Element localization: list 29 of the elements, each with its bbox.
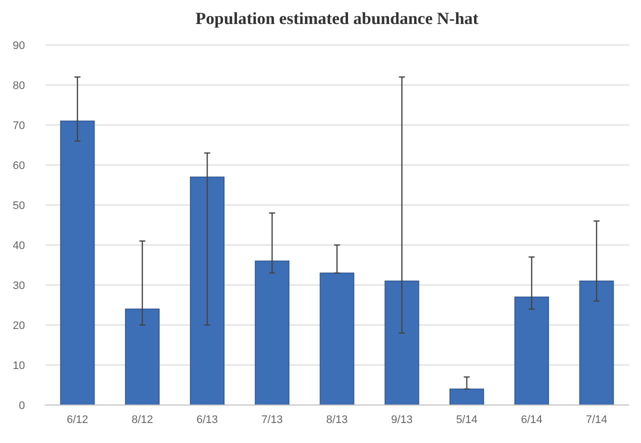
bar <box>514 296 549 406</box>
y-tick-label: 0 <box>18 400 25 412</box>
y-tick-label: 70 <box>12 120 25 132</box>
x-tick-label: 7/13 <box>261 414 283 426</box>
bar <box>450 388 484 406</box>
x-tick-label: 8/13 <box>326 414 348 426</box>
bar <box>320 272 354 406</box>
bar <box>579 280 614 406</box>
y-tick-label: 10 <box>12 360 25 372</box>
x-tick-label: 6/13 <box>196 414 218 426</box>
y-tick-label: 20 <box>12 320 25 332</box>
bar <box>60 120 95 406</box>
x-tick-label: 6/14 <box>520 414 542 426</box>
y-tick-label: 90 <box>12 40 25 52</box>
x-tick-label: 8/12 <box>132 414 154 426</box>
y-tick-label: 60 <box>12 160 25 172</box>
x-tick-label: 7/14 <box>586 414 608 426</box>
bar <box>125 308 160 406</box>
x-tick-label: 6/12 <box>66 414 88 426</box>
bar <box>254 260 290 406</box>
bar <box>384 280 420 406</box>
y-tick-label: 80 <box>12 80 25 92</box>
y-tick-label: 30 <box>12 280 25 292</box>
y-tick-label: 40 <box>12 240 25 252</box>
chart-title: Population estimated abundance N-hat <box>196 9 479 28</box>
x-tick-label: 9/13 <box>391 414 413 426</box>
y-tick-label: 50 <box>12 200 25 212</box>
bar <box>190 176 224 406</box>
x-tick-label: 5/14 <box>456 414 478 426</box>
